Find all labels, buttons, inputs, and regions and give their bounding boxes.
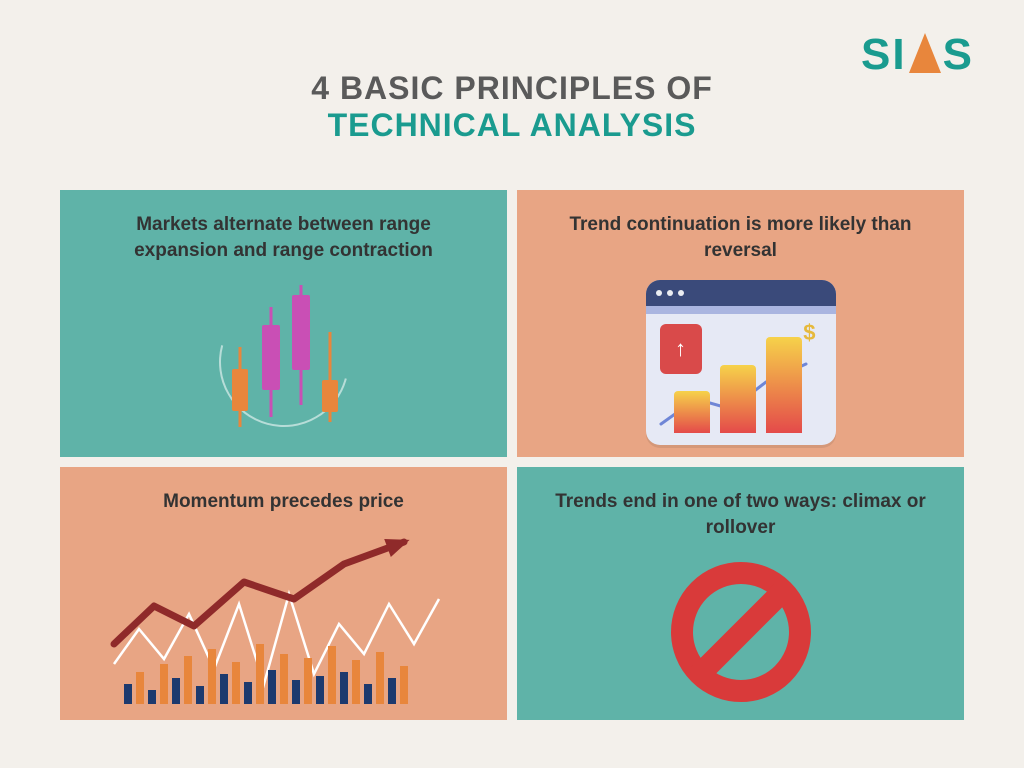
- title-line2: TECHNICAL ANALYSIS: [0, 107, 1024, 144]
- logo: SIS: [861, 30, 974, 80]
- principle-4-text: Trends end in one of two ways: climax or…: [545, 489, 936, 540]
- prohibited-icon: [545, 555, 936, 710]
- principle-card-1: Markets alternate between range expansio…: [60, 190, 507, 457]
- principle-card-3: Momentum precedes price: [60, 467, 507, 720]
- candlestick-icon: [88, 277, 479, 447]
- momentum-chart-icon: [88, 529, 479, 710]
- principle-3-text: Momentum precedes price: [163, 489, 404, 515]
- principles-grid: Markets alternate between range expansio…: [60, 190, 964, 720]
- dollar-icon: $: [803, 320, 815, 346]
- principle-2-text: Trend continuation is more likely than r…: [545, 212, 936, 263]
- principle-card-4: Trends end in one of two ways: climax or…: [517, 467, 964, 720]
- dashboard-icon: ↑ $: [545, 277, 936, 447]
- principle-1-text: Markets alternate between range expansio…: [88, 212, 479, 263]
- principle-card-2: Trend continuation is more likely than r…: [517, 190, 964, 457]
- logo-a-triangle: [909, 33, 941, 73]
